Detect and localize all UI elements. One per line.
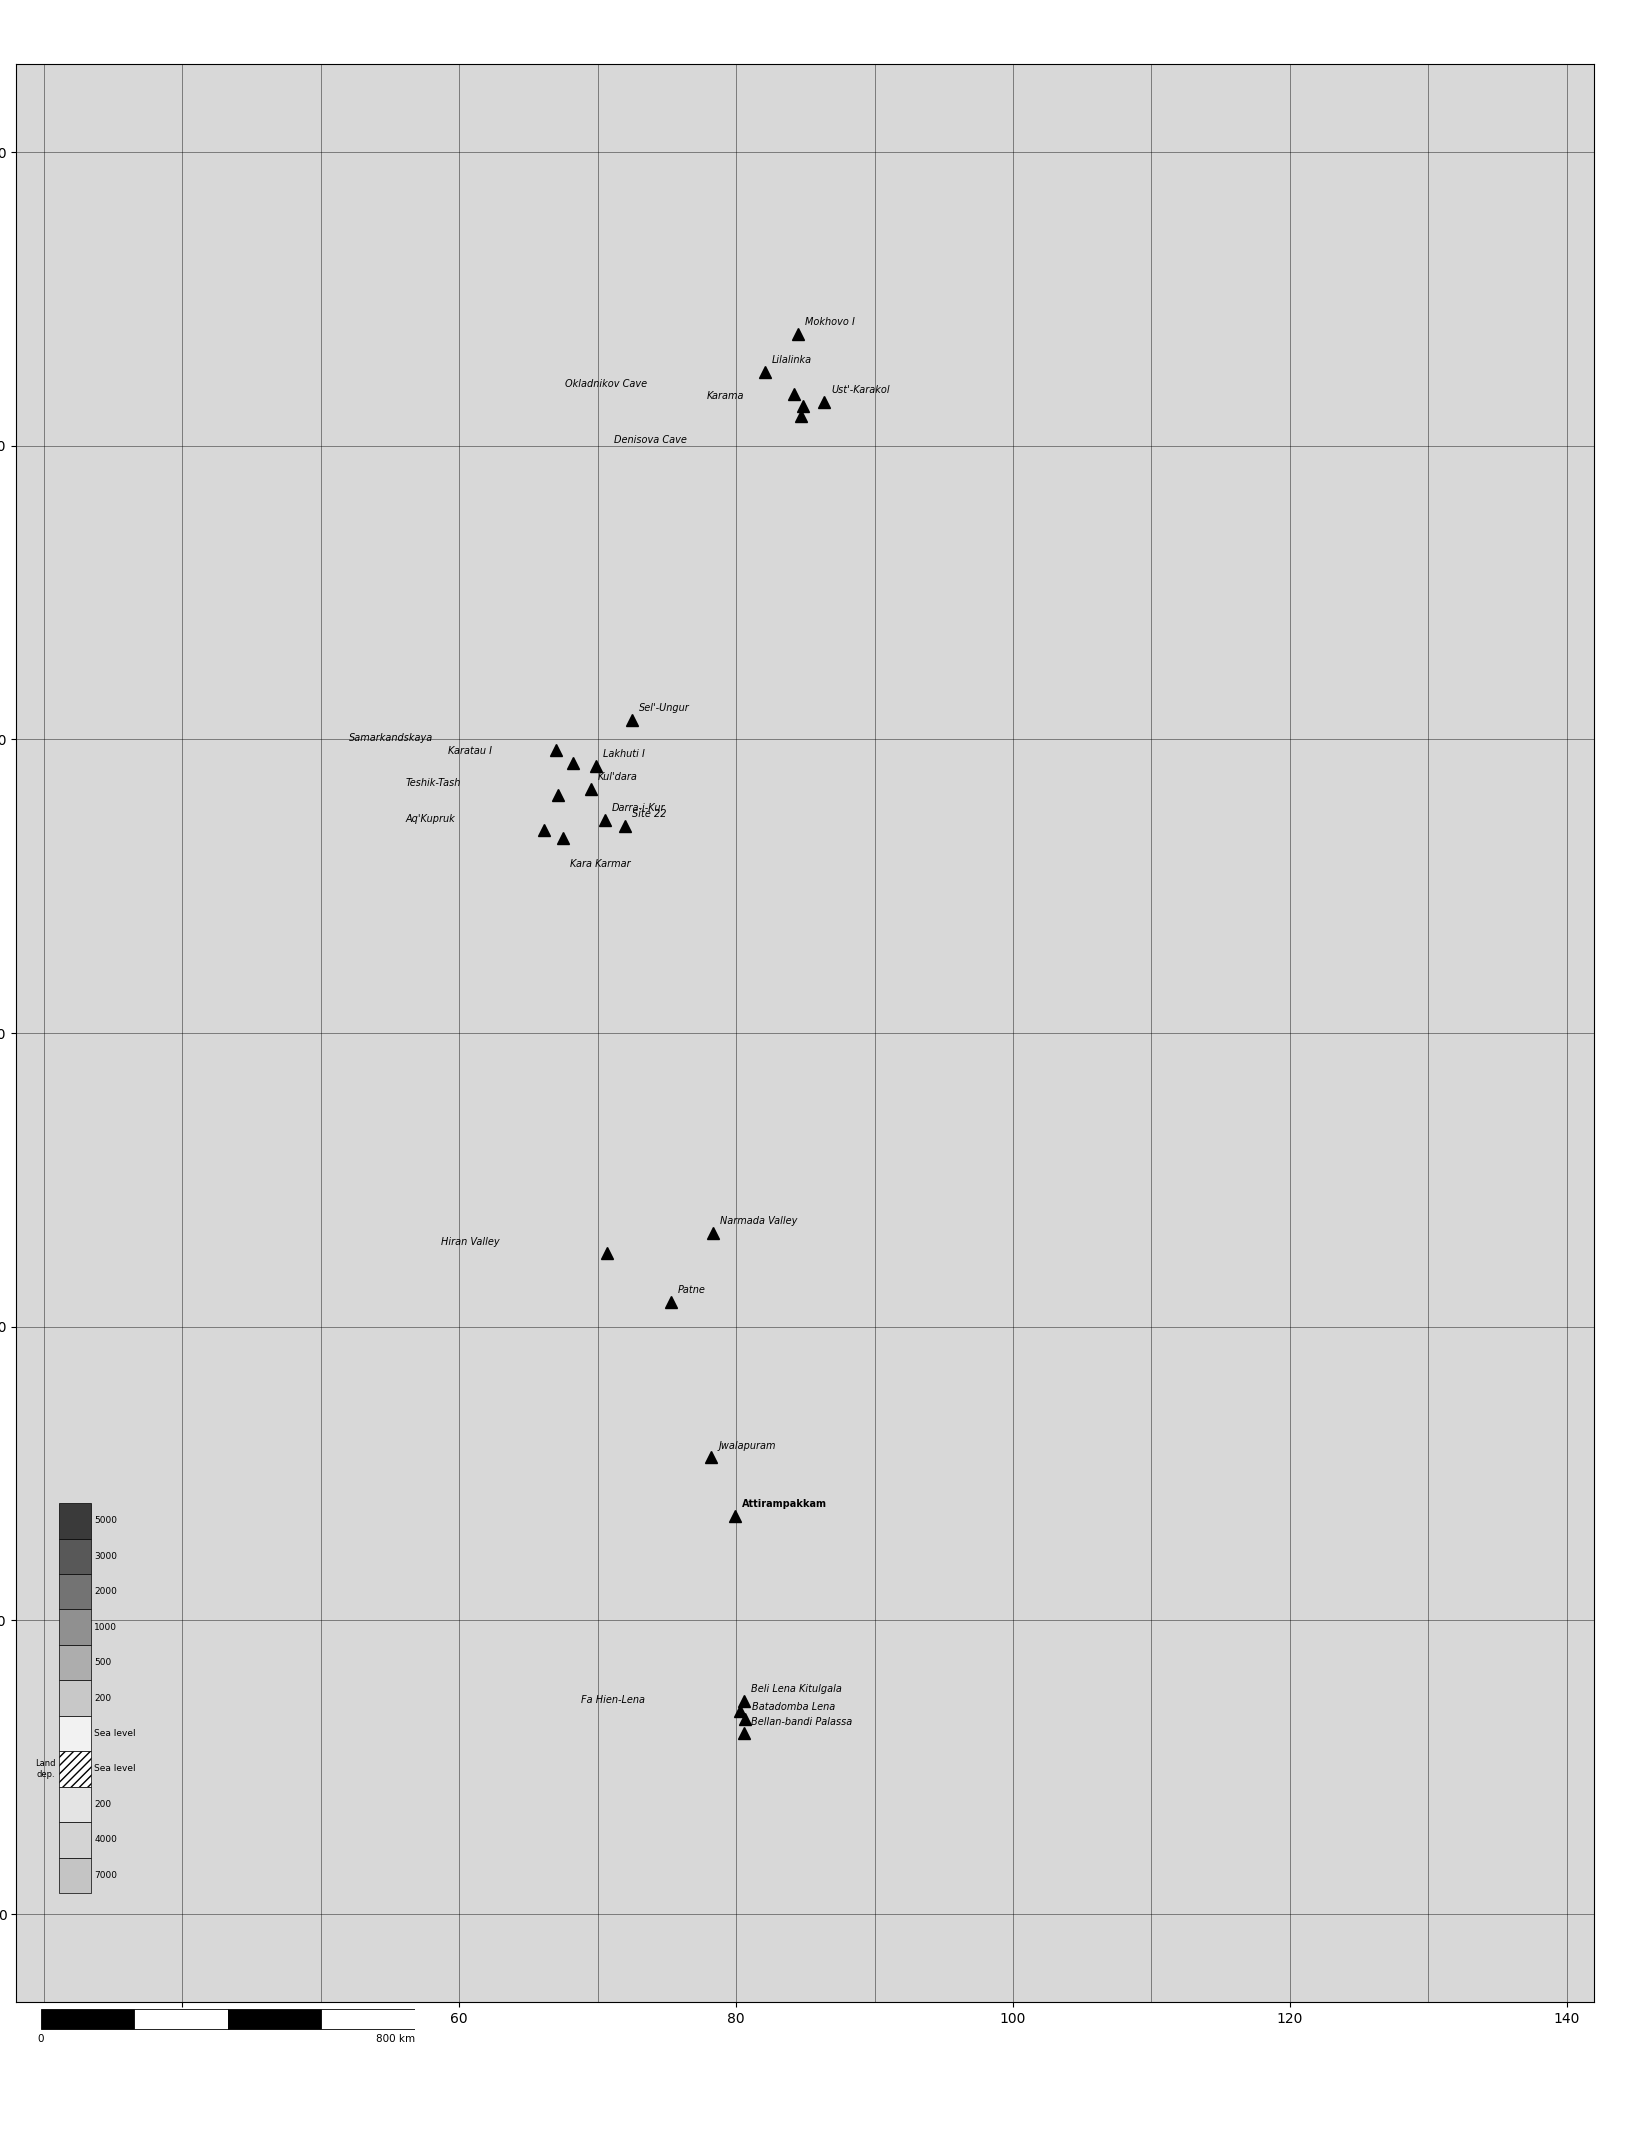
Text: 2000: 2000	[94, 1587, 117, 1595]
Text: Denisova Cave: Denisova Cave	[613, 435, 687, 445]
Text: Ust'-Karakol: Ust'-Karakol	[831, 386, 890, 394]
Text: Okladnikov Cave: Okladnikov Cave	[565, 379, 648, 390]
Text: Lakhuti I: Lakhuti I	[604, 750, 646, 758]
Text: 0: 0	[37, 2034, 44, 2045]
Text: Mokhovo I: Mokhovo I	[805, 317, 856, 328]
Bar	[59, 1821, 91, 1857]
Bar	[41, 2009, 133, 2030]
Text: Teshik-Tash: Teshik-Tash	[405, 777, 460, 788]
Text: 4000: 4000	[94, 1836, 117, 1845]
Text: Fa Hien-Lena: Fa Hien-Lena	[581, 1695, 644, 1704]
Text: 200: 200	[94, 1800, 112, 1808]
Text: 200: 200	[94, 1693, 112, 1702]
Bar	[59, 1504, 91, 1538]
Text: Beli Lena Kitulgala: Beli Lena Kitulgala	[750, 1685, 841, 1693]
Text: Hiran Valley: Hiran Valley	[441, 1238, 499, 1246]
Bar	[133, 2009, 228, 2030]
Bar	[59, 1644, 91, 1681]
Text: Jwalapuram: Jwalapuram	[718, 1440, 776, 1451]
Bar	[321, 2009, 415, 2030]
Bar	[59, 1857, 91, 1894]
Bar	[59, 1574, 91, 1610]
Text: Kara Karmar: Kara Karmar	[569, 858, 631, 869]
Bar	[59, 1751, 91, 1787]
Text: Site 22: Site 22	[633, 809, 667, 820]
Text: 5000: 5000	[94, 1517, 117, 1525]
Text: Sel'-Ungur: Sel'-Ungur	[639, 703, 690, 714]
Text: Bellan-bandi Palassa: Bellan-bandi Palassa	[750, 1717, 853, 1727]
Bar	[59, 1538, 91, 1574]
Text: 7000: 7000	[94, 1870, 117, 1881]
Text: Narmada Valley: Narmada Valley	[719, 1216, 797, 1227]
Bar	[59, 1681, 91, 1717]
Text: 3000: 3000	[94, 1553, 117, 1561]
Text: Batadomba Lena: Batadomba Lena	[752, 1702, 835, 1713]
Text: Aq'Kupruk: Aq'Kupruk	[407, 814, 456, 824]
Bar	[59, 1717, 91, 1751]
Bar	[228, 2009, 321, 2030]
Text: Darra-i-Kur: Darra-i-Kur	[612, 803, 665, 814]
Text: Attirampakkam: Attirampakkam	[742, 1500, 827, 1510]
Text: Kul'dara: Kul'dara	[597, 773, 638, 782]
Text: Sea level: Sea level	[94, 1764, 137, 1774]
Text: 1000: 1000	[94, 1623, 117, 1632]
Text: Patne: Patne	[678, 1284, 706, 1295]
Text: Lilalinka: Lilalinka	[773, 356, 812, 366]
Text: 800 km: 800 km	[376, 2034, 415, 2045]
Text: Sea level: Sea level	[94, 1730, 137, 1738]
Text: Land
dep.: Land dep.	[34, 1759, 55, 1779]
Bar	[59, 1610, 91, 1644]
Text: Karatau I: Karatau I	[447, 746, 493, 756]
Text: Samarkandskaya: Samarkandskaya	[348, 733, 433, 743]
Text: Karama: Karama	[706, 390, 744, 400]
Text: 500: 500	[94, 1657, 112, 1668]
Bar	[59, 1787, 91, 1821]
